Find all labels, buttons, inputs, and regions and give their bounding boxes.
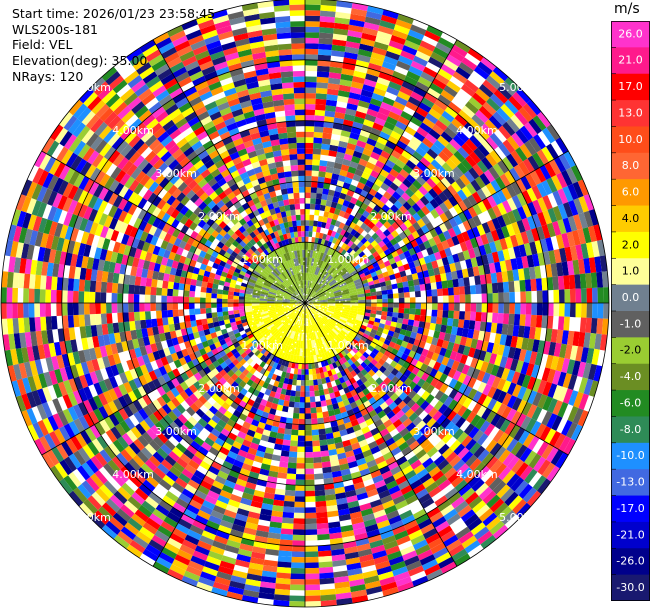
- range-label: 1.00km: [327, 339, 369, 352]
- range-label: 1.00km: [327, 253, 369, 266]
- colorbar-tick: -6.0: [620, 396, 641, 409]
- start-time-label: Start time: 2026/01/23 23:58:45: [12, 6, 216, 21]
- colorbar-swatch: [611, 521, 650, 549]
- colorbar-swatch: [611, 363, 650, 391]
- colorbar-tick: -26.0: [616, 555, 644, 568]
- colorbar-tick: 0.0: [622, 291, 640, 304]
- colorbar-swatch: [611, 311, 650, 338]
- range-label: 5.00km: [69, 81, 111, 94]
- colorbar-tick: -30.0: [616, 581, 644, 594]
- colorbar-tick: -10.0: [616, 449, 644, 462]
- colorbar-tick: -4.0: [620, 370, 641, 383]
- colorbar-unit: m/s: [614, 1, 640, 17]
- colorbar-swatch: [611, 390, 650, 417]
- range-label: 5.00km: [499, 81, 541, 94]
- colorbar-tick: 26.0: [618, 27, 643, 40]
- colorbar-swatch: [611, 258, 650, 286]
- range-label: 2.00km: [370, 210, 412, 223]
- field-label: Field: VEL: [12, 37, 73, 52]
- range-label: 2.00km: [198, 382, 240, 395]
- colorbar-swatch: [611, 548, 650, 576]
- range-label: 2.00km: [370, 382, 412, 395]
- colorbar-swatch: [611, 284, 650, 312]
- range-label: 1.00km: [241, 339, 283, 352]
- colorbar-swatch: [611, 73, 650, 101]
- elevation-label: Elevation(deg): 35.00: [12, 53, 148, 68]
- colorbar-tick: 2.0: [622, 238, 640, 251]
- range-label: 4.00km: [112, 124, 154, 137]
- colorbar-swatch: [611, 574, 650, 601]
- colorbar-swatch: [611, 416, 650, 444]
- colorbar-tick: -13.0: [616, 476, 644, 489]
- range-labels: 1.00km 1.00km 1.00km 1.00km 2.00km 2.00km 2.00…: [69, 81, 540, 524]
- colorbar-tick: -17.0: [616, 502, 644, 515]
- colorbar: 26.0 21.0 17.0 13.0 10.0 8.0 6.0 4.0 2.0 1.0 0.0 -1…: [611, 21, 650, 601]
- velocity-cells: [1, 0, 609, 607]
- nrays-label: NRays: 120: [12, 69, 84, 84]
- colorbar-swatch: [611, 442, 650, 470]
- range-label: 3.00km: [155, 167, 197, 180]
- colorbar-swatch: [611, 152, 650, 180]
- colorbar-tick: -2.0: [620, 344, 641, 357]
- colorbar-swatch: [611, 100, 650, 127]
- colorbar-tick: -8.0: [620, 423, 641, 436]
- range-label: 1.00km: [241, 253, 283, 266]
- colorbar-tick: 8.0: [622, 159, 640, 172]
- range-label: 4.00km: [456, 468, 498, 481]
- range-label: 3.00km: [413, 167, 455, 180]
- colorbar-tick: 13.0: [618, 106, 643, 119]
- instrument-label: WLS200s-181: [12, 22, 98, 37]
- range-label: 4.00km: [112, 468, 154, 481]
- range-label: 5.00km: [499, 511, 541, 524]
- range-label: 2.00km: [198, 210, 240, 223]
- colorbar-tick: 1.0: [622, 265, 640, 278]
- range-label: 5.00km: [69, 511, 111, 524]
- range-label: 3.00km: [413, 425, 455, 438]
- azimuth-spokes: [1, 0, 609, 607]
- colorbar-swatch: [611, 231, 650, 259]
- colorbar-swatch: [611, 337, 650, 365]
- colorbar-tick: -21.0: [616, 528, 644, 541]
- colorbar-tick: 6.0: [622, 186, 640, 199]
- range-label: 4.00km: [456, 124, 498, 137]
- colorbar-swatch: [611, 469, 650, 497]
- colorbar-tick: 4.0: [622, 212, 640, 225]
- colorbar-tick: 21.0: [618, 54, 643, 67]
- colorbar-swatch: [611, 179, 650, 207]
- range-rings: [0, 0, 610, 608]
- colorbar-tick: -1.0: [620, 317, 641, 330]
- colorbar-swatch: [611, 495, 650, 523]
- colorbar-tick: 17.0: [618, 80, 643, 93]
- range-label: 3.00km: [155, 425, 197, 438]
- colorbar-swatch: [611, 126, 650, 154]
- colorbar-swatch: [611, 21, 650, 48]
- colorbar-swatch: [611, 47, 650, 75]
- colorbar-tick: 10.0: [618, 133, 643, 146]
- colorbar-swatch: [611, 205, 650, 233]
